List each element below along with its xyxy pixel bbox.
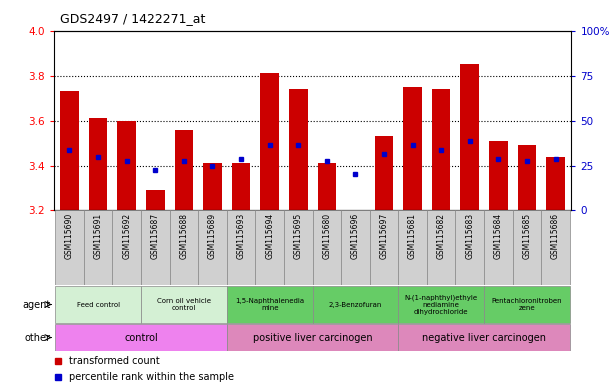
Text: Corn oil vehicle
control: Corn oil vehicle control xyxy=(157,298,211,311)
Text: N-(1-naphthyl)ethyle
nediamine
dihydrochloride: N-(1-naphthyl)ethyle nediamine dihydroch… xyxy=(404,294,478,315)
Bar xyxy=(546,157,565,210)
Bar xyxy=(427,210,455,285)
Bar xyxy=(489,141,508,210)
Bar xyxy=(398,210,427,285)
Text: GDS2497 / 1422271_at: GDS2497 / 1422271_at xyxy=(60,12,205,25)
Text: GSM115686: GSM115686 xyxy=(551,213,560,259)
Bar xyxy=(541,210,570,285)
Bar xyxy=(55,210,84,285)
Bar xyxy=(170,210,198,285)
Text: percentile rank within the sample: percentile rank within the sample xyxy=(69,372,234,382)
Bar xyxy=(55,286,141,323)
Text: Pentachloronitroben
zene: Pentachloronitroben zene xyxy=(492,298,562,311)
Bar xyxy=(89,118,108,210)
Bar xyxy=(518,145,536,210)
Bar xyxy=(484,210,513,285)
Text: negative liver carcinogen: negative liver carcinogen xyxy=(422,333,546,343)
Text: GSM115683: GSM115683 xyxy=(466,213,474,259)
Bar xyxy=(455,210,484,285)
Text: GSM115681: GSM115681 xyxy=(408,213,417,259)
Bar xyxy=(227,324,398,351)
Bar xyxy=(203,163,222,210)
Bar xyxy=(432,89,450,210)
Bar xyxy=(375,136,393,210)
Text: GSM115693: GSM115693 xyxy=(236,213,246,259)
Bar xyxy=(284,210,312,285)
Text: control: control xyxy=(124,333,158,343)
Text: positive liver carcinogen: positive liver carcinogen xyxy=(253,333,372,343)
Bar xyxy=(175,129,193,210)
Text: GSM115694: GSM115694 xyxy=(265,213,274,259)
Bar xyxy=(112,210,141,285)
Bar xyxy=(227,210,255,285)
Text: GSM115680: GSM115680 xyxy=(323,213,331,259)
Bar xyxy=(84,210,112,285)
Bar xyxy=(198,210,227,285)
Text: GSM115685: GSM115685 xyxy=(522,213,532,259)
Bar xyxy=(398,286,484,323)
Bar xyxy=(318,163,336,210)
Bar xyxy=(398,324,570,351)
Text: Feed control: Feed control xyxy=(76,301,120,308)
Bar xyxy=(260,73,279,210)
Bar xyxy=(60,91,79,210)
Text: GSM115697: GSM115697 xyxy=(379,213,389,259)
Bar xyxy=(403,87,422,210)
Bar xyxy=(312,286,398,323)
Text: GSM115688: GSM115688 xyxy=(180,213,188,259)
Text: GSM115692: GSM115692 xyxy=(122,213,131,259)
Text: GSM115687: GSM115687 xyxy=(151,213,159,259)
Text: GSM115691: GSM115691 xyxy=(93,213,103,259)
Bar xyxy=(227,286,312,323)
Text: transformed count: transformed count xyxy=(69,356,160,366)
Bar xyxy=(513,210,541,285)
Text: GSM115696: GSM115696 xyxy=(351,213,360,259)
Bar xyxy=(289,89,307,210)
Text: 1,5-Naphthalenedia
mine: 1,5-Naphthalenedia mine xyxy=(235,298,304,311)
Text: GSM115689: GSM115689 xyxy=(208,213,217,259)
Text: GSM115690: GSM115690 xyxy=(65,213,74,259)
Bar xyxy=(146,190,164,210)
Text: GSM115695: GSM115695 xyxy=(294,213,302,259)
Bar xyxy=(55,324,227,351)
Bar xyxy=(341,210,370,285)
Bar xyxy=(461,65,479,210)
Bar xyxy=(141,286,227,323)
Bar xyxy=(232,163,251,210)
Bar xyxy=(141,210,170,285)
Bar xyxy=(312,210,341,285)
Text: 2,3-Benzofuran: 2,3-Benzofuran xyxy=(329,301,382,308)
Text: agent: agent xyxy=(23,300,51,310)
Bar xyxy=(117,121,136,210)
Text: other: other xyxy=(24,333,51,343)
Bar xyxy=(484,286,570,323)
Text: GSM115682: GSM115682 xyxy=(437,213,445,259)
Bar xyxy=(370,210,398,285)
Text: GSM115684: GSM115684 xyxy=(494,213,503,259)
Bar xyxy=(255,210,284,285)
